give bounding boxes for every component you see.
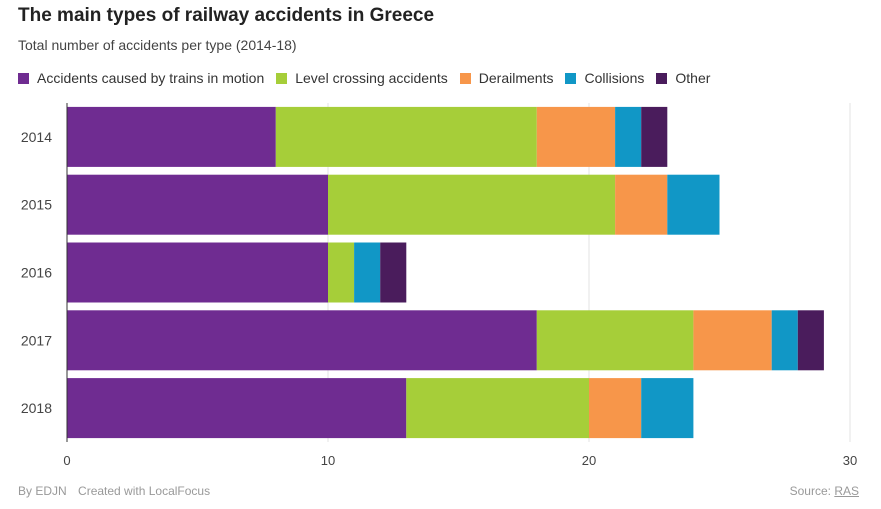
bar-segment-2015-2[interactable] bbox=[615, 174, 668, 235]
bar-segment-2015-1[interactable] bbox=[328, 174, 616, 235]
bar-segment-2016-1[interactable] bbox=[328, 242, 355, 303]
bar-segment-2014-2[interactable] bbox=[536, 106, 616, 167]
created-with[interactable]: Created with LocalFocus bbox=[78, 484, 211, 498]
y-axis-labels: 2014 2015 2016 2017 2018 bbox=[21, 129, 52, 416]
legend-swatch bbox=[18, 72, 29, 84]
x-tick-label: 10 bbox=[321, 453, 335, 468]
bar-segment-2018-3[interactable] bbox=[641, 378, 694, 439]
bar-segment-2017-2[interactable] bbox=[693, 310, 772, 371]
bar-segment-2018-1[interactable] bbox=[406, 378, 589, 439]
legend-item-trains-in-motion[interactable]: Accidents caused by trains in motion bbox=[18, 70, 264, 86]
y-category-label: 2018 bbox=[21, 400, 52, 416]
footer-source: Source: RAS bbox=[790, 484, 859, 498]
x-tick-label: 20 bbox=[582, 453, 596, 468]
y-category-label: 2015 bbox=[21, 197, 52, 213]
chart-title: The main types of railway accidents in G… bbox=[18, 5, 435, 26]
bar-segment-2017-0[interactable] bbox=[67, 310, 537, 371]
bar-segment-2018-2[interactable] bbox=[589, 378, 642, 439]
bar-segment-2016-0[interactable] bbox=[67, 242, 328, 303]
bar-segment-2015-3[interactable] bbox=[667, 174, 720, 235]
bars bbox=[67, 106, 824, 439]
y-category-label: 2016 bbox=[21, 265, 52, 281]
bar-segment-2017-1[interactable] bbox=[536, 310, 694, 371]
legend-label: Level crossing accidents bbox=[295, 70, 448, 86]
bar-segment-2017-3[interactable] bbox=[771, 310, 798, 371]
legend-item-collisions[interactable]: Collisions bbox=[565, 70, 644, 86]
legend-item-level-crossing[interactable]: Level crossing accidents bbox=[276, 70, 448, 86]
y-category-label: 2014 bbox=[21, 129, 52, 145]
x-axis-labels: 0 10 20 30 bbox=[63, 453, 857, 468]
source-link[interactable]: RAS bbox=[834, 484, 859, 498]
byline: By EDJN bbox=[18, 484, 67, 498]
legend-label: Collisions bbox=[584, 70, 645, 86]
bar-segment-2016-3[interactable] bbox=[354, 242, 381, 303]
bar-segment-2014-0[interactable] bbox=[67, 106, 276, 167]
legend-label: Accidents caused by trains in motion bbox=[37, 70, 265, 86]
legend-item-derailments[interactable]: Derailments bbox=[459, 70, 554, 86]
chart-legend: Accidents caused by trains in motion Lev… bbox=[18, 70, 722, 86]
bar-segment-2018-0[interactable] bbox=[67, 378, 407, 439]
legend-swatch bbox=[459, 72, 471, 84]
legend-swatch bbox=[656, 72, 668, 84]
bar-segment-2015-0[interactable] bbox=[67, 174, 328, 235]
x-tick-label: 30 bbox=[843, 453, 857, 468]
footer-credits: By EDJN Created with LocalFocus bbox=[18, 484, 218, 498]
bar-segment-2016-4[interactable] bbox=[380, 242, 407, 303]
legend-item-other[interactable]: Other bbox=[656, 70, 710, 86]
bar-segment-2014-3[interactable] bbox=[615, 106, 642, 167]
y-category-label: 2017 bbox=[21, 332, 52, 348]
legend-swatch bbox=[276, 72, 288, 84]
bar-segment-2017-4[interactable] bbox=[797, 310, 824, 371]
chart-subtitle: Total number of accidents per type (2014… bbox=[18, 37, 297, 53]
bar-segment-2014-1[interactable] bbox=[275, 106, 537, 167]
bar-segment-2014-4[interactable] bbox=[641, 106, 668, 167]
legend-label: Other bbox=[675, 70, 711, 86]
legend-swatch bbox=[565, 72, 577, 84]
source-label: Source: bbox=[789, 484, 831, 498]
legend-label: Derailments bbox=[478, 70, 554, 86]
x-tick-label: 0 bbox=[63, 453, 70, 468]
